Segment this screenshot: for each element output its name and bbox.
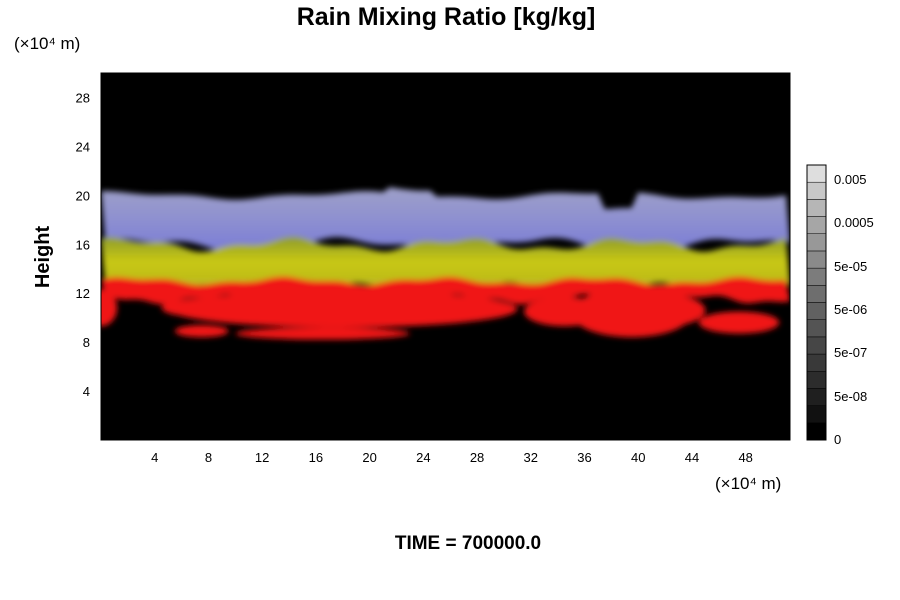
x-tick-label: 28: [470, 450, 484, 465]
colorbar-swatch: [806, 422, 827, 441]
colorbar-frame: [806, 164, 827, 441]
plot-frame: [100, 72, 791, 441]
colorbar-tick-label: 5e-06: [834, 302, 867, 317]
colorbar-tick-label: 5e-05: [834, 259, 867, 274]
x-tick-label: 8: [205, 450, 212, 465]
x-axis-ticks: 4 8 12 16 20 24 28 32 36 40 44 48: [151, 450, 753, 465]
colorbar: [806, 164, 827, 441]
colorbar-swatch: [806, 233, 827, 252]
x-tick-label: 4: [151, 450, 158, 465]
x-tick-label: 20: [362, 450, 376, 465]
colorbar-swatch: [806, 319, 827, 338]
upper-layer: [101, 187, 790, 252]
colorbar-swatch: [806, 164, 827, 183]
colorbar-tick-label: 5e-08: [834, 389, 867, 404]
colorbar-swatch: [806, 371, 827, 389]
y-tick-label: 28: [76, 90, 90, 105]
y-tick-label: 24: [76, 139, 90, 154]
lower-patch: [524, 296, 605, 327]
colorbar-tick-label: 5e-07: [834, 345, 867, 360]
y-tick-label: 8: [83, 335, 90, 350]
lower-patch: [698, 311, 780, 334]
colorbar-swatch: [806, 199, 827, 217]
plot-area: [101, 73, 790, 440]
x-tick-label: 44: [685, 450, 699, 465]
x-tick-label: 32: [524, 450, 538, 465]
lower-patch: [101, 289, 118, 327]
x-unit-label: (×10⁴ m): [715, 474, 781, 493]
time-label: TIME = 700000.0: [395, 533, 541, 554]
colorbar-tick-label: 0.0005: [834, 215, 874, 230]
colorbar-swatch: [806, 267, 827, 286]
colorbar-swatch: [806, 250, 827, 269]
field-layers: [101, 187, 790, 340]
y-tick-label: 12: [76, 286, 90, 301]
colorbar-swatch: [806, 353, 827, 372]
colorbar-swatch: [806, 388, 827, 406]
lower-patch: [235, 327, 410, 340]
lower-patch: [624, 294, 706, 327]
x-tick-label: 36: [577, 450, 591, 465]
y-tick-label: 20: [76, 188, 90, 203]
x-tick-label: 40: [631, 450, 645, 465]
chart-title: Rain Mixing Ratio [kg/kg]: [297, 3, 596, 31]
x-tick-label: 12: [255, 450, 269, 465]
colorbar-swatch: [806, 181, 827, 200]
colorbar-swatch: [806, 285, 827, 303]
y-unit-label: (×10⁴ m): [14, 34, 80, 53]
y-tick-label: 4: [83, 384, 90, 399]
lower-patches: [101, 288, 780, 340]
colorbar-tick-label: 0.005: [834, 172, 867, 187]
lower-patch: [168, 290, 518, 328]
lower-patch: [174, 325, 229, 338]
y-axis-label: Height: [32, 226, 54, 289]
x-tick-label: 48: [738, 450, 752, 465]
x-tick-label: 24: [416, 450, 430, 465]
colorbar-swatch: [806, 302, 827, 320]
colorbar-swatch: [806, 216, 827, 234]
x-tick-label: 16: [309, 450, 323, 465]
colorbar-tick-label: 0: [834, 432, 841, 447]
y-tick-label: 16: [76, 237, 90, 252]
y-axis-ticks: 4 8 12 16 20 24 28: [76, 90, 90, 399]
colorbar-swatch: [806, 405, 827, 424]
colorbar-swatch: [806, 336, 827, 355]
colorbar-ticks: 0.005 0.0005 5e-05 5e-06 5e-07 5e-08 0: [834, 172, 874, 447]
